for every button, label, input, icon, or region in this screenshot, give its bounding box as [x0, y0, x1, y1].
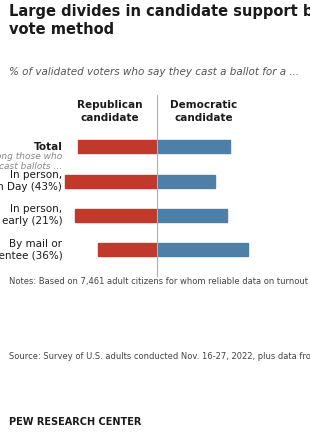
Text: 60: 60: [194, 243, 211, 256]
Text: 48: 48: [185, 140, 202, 153]
Text: 53: 53: [108, 209, 124, 222]
Text: By mail or
absentee (36%): By mail or absentee (36%): [0, 239, 62, 261]
Text: Notes: Based on 7,461 adult citizens for whom reliable data on turnout and vote : Notes: Based on 7,461 adult citizens for…: [9, 277, 310, 286]
Bar: [75, 209, 157, 222]
Text: 51: 51: [109, 140, 126, 153]
Bar: [157, 174, 215, 187]
Text: 38: 38: [177, 174, 194, 187]
Bar: [157, 243, 248, 256]
Text: Republican
candidate: Republican candidate: [77, 100, 142, 123]
Bar: [65, 174, 157, 187]
Bar: [98, 243, 157, 256]
Text: In person,
early (21%): In person, early (21%): [2, 204, 62, 226]
Text: 60: 60: [102, 174, 119, 187]
Text: % of validated voters who say they cast a ballot for a ...: % of validated voters who say they cast …: [9, 67, 299, 77]
Text: Total: Total: [33, 142, 62, 152]
Text: Source: Survey of U.S. adults conducted Nov. 16-27, 2022, plus data from panelis: Source: Survey of U.S. adults conducted …: [9, 352, 310, 361]
Text: In person,
Election Day (43%): In person, Election Day (43%): [0, 170, 62, 192]
Text: 38: 38: [119, 243, 136, 256]
Text: Among those who
cast ballots ...: Among those who cast ballots ...: [0, 152, 62, 171]
Bar: [157, 140, 230, 153]
Bar: [157, 209, 227, 222]
Text: PEW RESEARCH CENTER: PEW RESEARCH CENTER: [9, 417, 142, 427]
Text: 46: 46: [184, 209, 200, 222]
Text: Large divides in candidate support by
vote method: Large divides in candidate support by vo…: [9, 4, 310, 37]
Text: Democratic
candidate: Democratic candidate: [170, 100, 237, 123]
Bar: [78, 140, 157, 153]
